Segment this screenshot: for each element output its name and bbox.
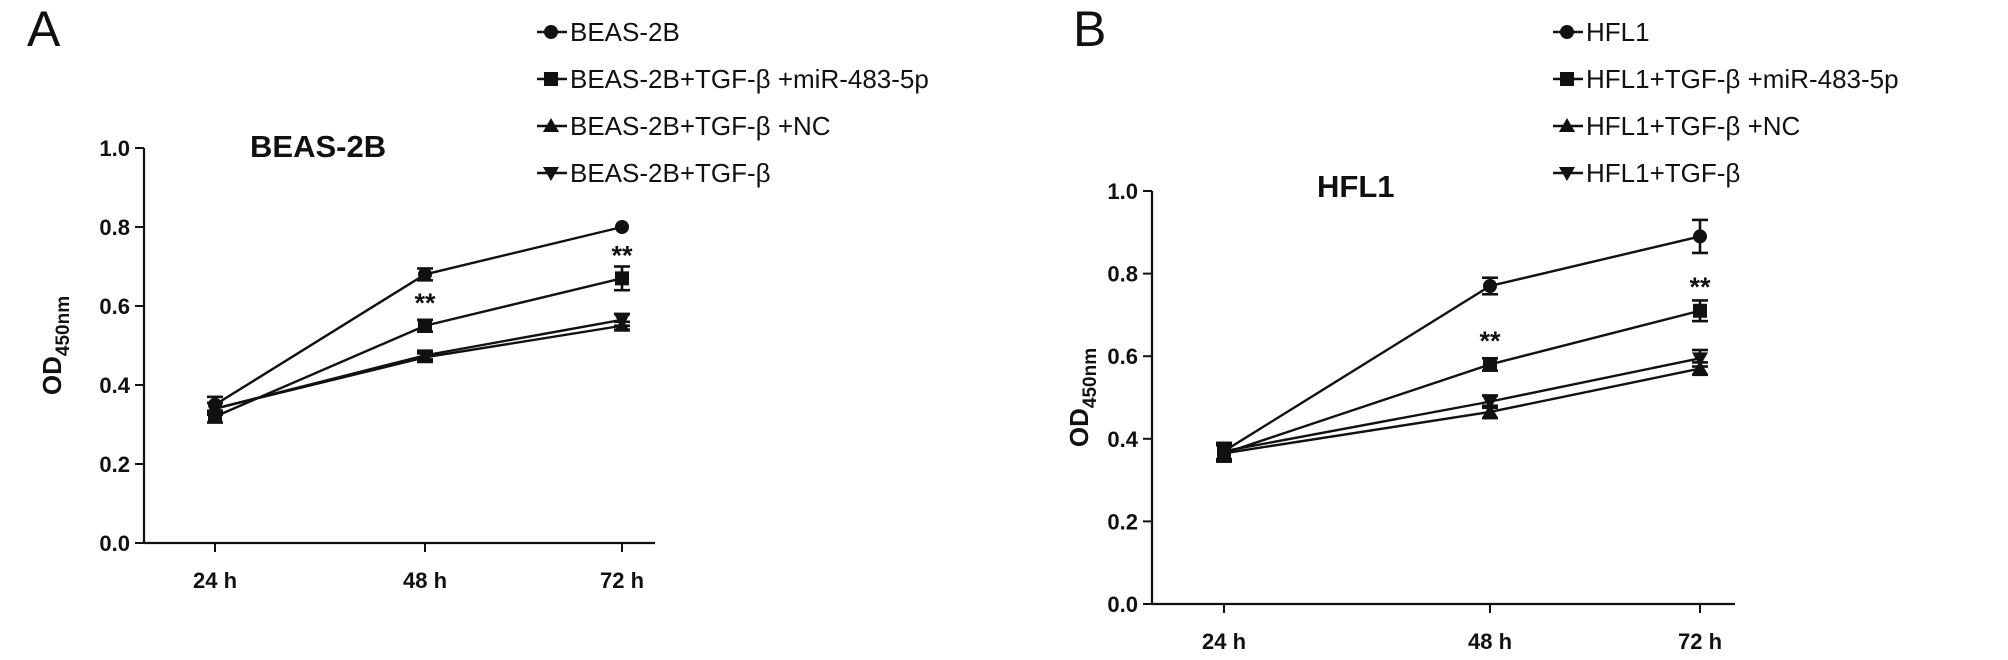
x-tick-label: 24 h [1202, 629, 1246, 654]
data-point [1483, 357, 1497, 372]
panel-letter-a: A [27, 1, 61, 57]
y-tick-label: 1.0 [99, 136, 130, 161]
y-tick-label: 0.8 [99, 215, 130, 240]
legend-label: HFL1 [1586, 17, 1650, 47]
significance-marker: ** [611, 241, 633, 271]
y-tick-label: 0.0 [1107, 592, 1138, 617]
x-tick-label: 72 h [600, 568, 644, 593]
x-tick-label: 48 h [403, 568, 447, 593]
data-point [206, 402, 224, 417]
legend-label: BEAS-2B+TGF-β +miR-483-5p [570, 64, 929, 94]
series-line [1223, 367, 1701, 455]
legend-marker [1560, 25, 1574, 39]
data-point [1691, 352, 1709, 367]
legend-label: HFL1+TGF-β +NC [1586, 111, 1800, 141]
data-point [1693, 303, 1707, 318]
legend-label: BEAS-2B [570, 17, 680, 47]
legend-label: BEAS-2B+TGF-β +NC [570, 111, 831, 141]
y-tick-label: 0.4 [1107, 427, 1138, 452]
significance-marker: ** [1479, 326, 1501, 356]
y-axis-label: OD450nm [1064, 348, 1101, 447]
data-point [416, 349, 434, 364]
data-point [1215, 445, 1233, 460]
x-tick-label: 24 h [193, 568, 237, 593]
panel-b: B HFL1 0.0 0.2 0.4 0.6 0.8 1.0 24 h 48 h 72 h OD4… [1064, 1, 1899, 654]
series-line [214, 318, 623, 410]
data-point [1693, 229, 1707, 244]
legend-label: BEAS-2B+TGF-β [570, 158, 771, 188]
y-tick-label: 0.8 [1107, 262, 1138, 287]
legend-marker [544, 25, 558, 39]
panel-letter-b: B [1073, 1, 1106, 57]
legend-marker [544, 72, 558, 86]
data-point [615, 271, 629, 286]
significance-marker: ** [1689, 272, 1711, 302]
series-line [1223, 357, 1701, 453]
data-point [1483, 278, 1497, 293]
y-tick-label: 0.4 [99, 373, 130, 398]
chart-title-a: BEAS-2B [250, 129, 386, 164]
y-tick-label: 0.0 [99, 531, 130, 556]
data-point [1481, 403, 1499, 418]
x-tick-label: 72 h [1678, 629, 1722, 654]
data-point [418, 267, 432, 282]
legend-marker [542, 167, 560, 182]
data-point [613, 313, 631, 328]
legend-marker [1558, 117, 1576, 132]
y-tick-label: 1.0 [1107, 179, 1138, 204]
series-line [1223, 309, 1701, 455]
legend-marker [542, 117, 560, 132]
y-axis-label: OD450nm [37, 296, 74, 395]
x-tick-label: 48 h [1468, 629, 1512, 654]
y-tick-label: 0.2 [1107, 509, 1138, 534]
legend-label: HFL1+TGF-β +miR-483-5p [1586, 64, 1899, 94]
legend-label: HFL1+TGF-β [1586, 158, 1740, 188]
y-tick-label: 0.6 [99, 294, 130, 319]
y-tick-label: 0.2 [99, 452, 130, 477]
series-line [1223, 235, 1701, 453]
panel-a: A BEAS-2B 0.0 0.2 0.4 0.6 0.8 1.0 24 h 48 h 72 h… [27, 1, 929, 593]
data-point [1481, 395, 1499, 410]
data-point [418, 318, 432, 333]
legend-marker [1558, 167, 1576, 182]
legend-marker [1560, 72, 1574, 86]
significance-marker: ** [414, 288, 436, 318]
y-tick-label: 0.6 [1107, 344, 1138, 369]
data-point [615, 220, 629, 234]
chart-title-b: HFL1 [1317, 169, 1395, 204]
